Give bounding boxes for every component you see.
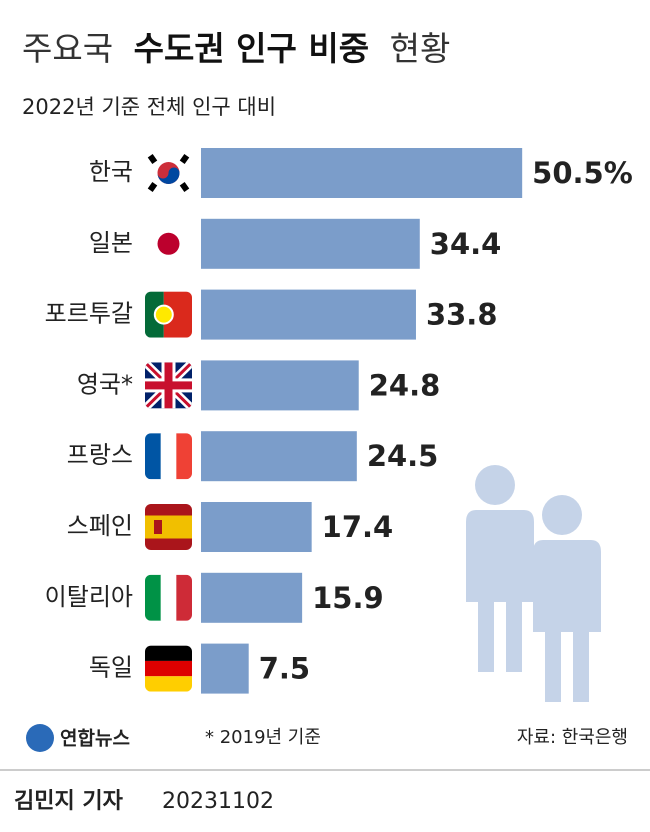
people-illustration — [466, 465, 601, 702]
flag — [145, 150, 192, 196]
flag-body — [145, 150, 192, 196]
category-label: 일본 — [89, 229, 133, 257]
date: 20231102 — [162, 789, 274, 814]
bar — [201, 572, 303, 623]
logo: 연합뉴스 — [26, 724, 130, 752]
chart-title: 주요국 수도권 인구 비중 현황 — [22, 29, 450, 68]
flag-part — [147, 182, 158, 192]
category-label: 포르투갈 — [45, 300, 133, 328]
value-label: 15.9 — [312, 581, 384, 615]
category-label: 독일 — [89, 654, 133, 682]
value-label: 7.5 — [259, 652, 310, 686]
flag — [145, 433, 192, 480]
flag-body — [145, 645, 192, 692]
flag-body — [145, 504, 192, 550]
byline: 김민지 기자 — [14, 789, 124, 814]
flag-part — [145, 381, 192, 390]
value-label: 24.5 — [367, 439, 439, 473]
flag — [145, 574, 192, 621]
category-label: 이탈리아 — [45, 583, 133, 611]
flag-part — [157, 167, 180, 184]
value-label: 34.4 — [430, 227, 502, 261]
value-label: 24.8 — [369, 368, 441, 402]
bar — [201, 148, 523, 198]
value-label: 17.4 — [322, 510, 394, 544]
flag — [145, 291, 192, 338]
flag-body — [145, 291, 192, 338]
title-part: 수도권 인구 비중 — [134, 29, 370, 68]
flag-part — [145, 676, 192, 692]
bar — [201, 502, 312, 552]
flag-body — [145, 574, 192, 621]
flag-part — [145, 515, 192, 539]
flag — [145, 220, 192, 267]
flag-part — [145, 538, 192, 550]
category-label: 영국* — [77, 370, 133, 398]
value-label: 50.5% — [532, 156, 633, 190]
flag-body — [145, 362, 192, 409]
source: 자료: 한국은행 — [517, 727, 628, 748]
bar — [201, 218, 420, 269]
flag-part — [176, 433, 192, 480]
bar — [201, 360, 359, 411]
bar — [201, 643, 249, 694]
category-label: 스페인 — [67, 512, 133, 540]
category-label: 프랑스 — [67, 441, 133, 469]
flag-part — [160, 433, 177, 480]
flag-part — [145, 660, 192, 677]
bar — [201, 431, 357, 482]
flag-body — [145, 433, 192, 480]
flag-part — [145, 504, 192, 516]
flag-part — [160, 574, 177, 621]
flag-part — [157, 232, 180, 255]
title-part: 현황 — [390, 29, 451, 68]
logo-text: 연합뉴스 — [60, 728, 130, 750]
flag-part — [179, 182, 190, 192]
flag-part — [154, 520, 162, 534]
footnote: * 2019년 기준 — [205, 727, 321, 748]
flag — [145, 362, 192, 409]
flag — [145, 504, 192, 550]
flag-part — [153, 304, 174, 325]
title-part: 주요국 — [22, 29, 113, 68]
value-label: 33.8 — [426, 298, 498, 332]
flag — [145, 645, 192, 692]
category-label: 한국 — [89, 158, 133, 186]
flag-part — [176, 574, 192, 621]
flag-body — [145, 220, 192, 267]
flag-part — [145, 433, 162, 480]
bar — [201, 289, 416, 340]
flag-part — [147, 154, 158, 164]
flag-part — [179, 154, 190, 164]
flag-part — [145, 645, 192, 661]
subtitle: 2022년 기준 전체 인구 대비 — [22, 95, 276, 119]
flag-part — [145, 574, 162, 621]
